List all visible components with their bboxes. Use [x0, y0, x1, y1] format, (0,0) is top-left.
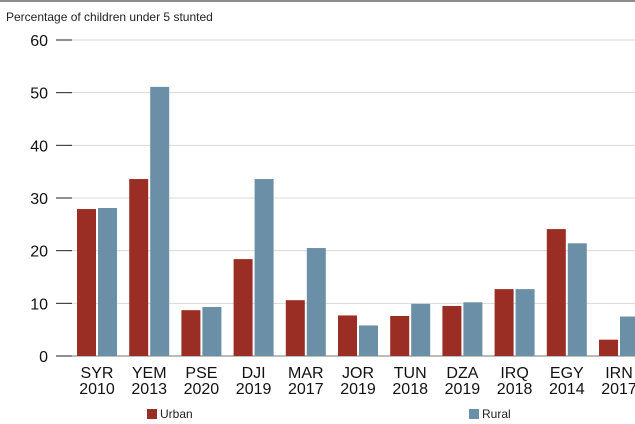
bar-urban-irn: [599, 339, 618, 356]
x-category-year: 2020: [184, 381, 220, 398]
x-axis-labels: SYR2010YEM2013PSE2020DJI2019MAR2017JOR20…: [79, 365, 635, 398]
x-category-year: 2018: [497, 381, 533, 398]
y-tick-label: 40: [30, 138, 48, 155]
x-category-code: YEM: [132, 365, 167, 382]
x-category-code: SYR: [81, 365, 114, 382]
x-category-year: 2019: [445, 381, 481, 398]
bar-rural-tun: [411, 303, 431, 356]
x-category-year: 2019: [236, 381, 272, 398]
top-rule: [0, 0, 635, 2]
x-category-code: TUN: [394, 365, 427, 382]
y-tick-label: 50: [30, 86, 48, 103]
y-tick-label: 20: [30, 244, 48, 261]
y-tick-label: 0: [39, 349, 48, 366]
bar-rural-irq: [515, 289, 535, 356]
bars: [77, 86, 635, 356]
x-category-year: 2013: [131, 381, 167, 398]
x-category-year: 2019: [340, 381, 376, 398]
x-category-year: 2017: [601, 381, 635, 398]
bar-urban-mar: [285, 300, 305, 356]
x-category-code: PSE: [185, 365, 217, 382]
legend-swatch-urban: [147, 409, 157, 419]
x-category-code: MAR: [288, 365, 324, 382]
bar-rural-dza: [463, 302, 483, 356]
x-category-code: JOR: [342, 365, 374, 382]
y-axis: 0 10 20 30 40 50 60: [30, 33, 72, 366]
x-category-code: DZA: [446, 365, 478, 382]
legend-label-rural: Rural: [482, 407, 511, 421]
y-tick-label: 30: [30, 191, 48, 208]
x-category-year: 2017: [288, 381, 324, 398]
bar-rural-dji: [254, 179, 274, 356]
bar-urban-yem: [129, 179, 149, 356]
x-category-year: 2018: [392, 381, 428, 398]
bar-rural-mar: [306, 248, 326, 356]
legend: Urban Rural: [147, 407, 511, 421]
x-category-code: DJI: [242, 365, 266, 382]
bar-rural-jor: [359, 325, 378, 356]
x-category-year: 2010: [79, 381, 115, 398]
bar-urban-pse: [181, 310, 201, 356]
bar-urban-tun: [390, 315, 410, 356]
y-tick-label: 60: [30, 33, 48, 50]
bar-urban-jor: [338, 315, 357, 356]
bar-urban-dji: [233, 259, 253, 356]
bar-urban-syr: [77, 209, 96, 356]
bar-urban-egy: [546, 229, 566, 356]
y-tick-label: 10: [30, 296, 48, 313]
bar-rural-egy: [567, 243, 587, 356]
x-category-year: 2014: [549, 381, 585, 398]
x-category-code: EGY: [550, 365, 584, 382]
bar-rural-irn: [620, 316, 635, 356]
bar-rural-pse: [202, 307, 222, 356]
chart-title: Percentage of children under 5 stunted: [6, 10, 213, 24]
bar-rural-yem: [150, 86, 170, 356]
x-category-code: IRQ: [500, 365, 528, 382]
bar-urban-irq: [494, 289, 514, 356]
bar-urban-dza: [442, 305, 462, 356]
x-category-code: IRN: [605, 365, 633, 382]
legend-swatch-rural: [469, 409, 479, 419]
bar-rural-syr: [98, 208, 117, 356]
legend-label-urban: Urban: [160, 407, 193, 421]
